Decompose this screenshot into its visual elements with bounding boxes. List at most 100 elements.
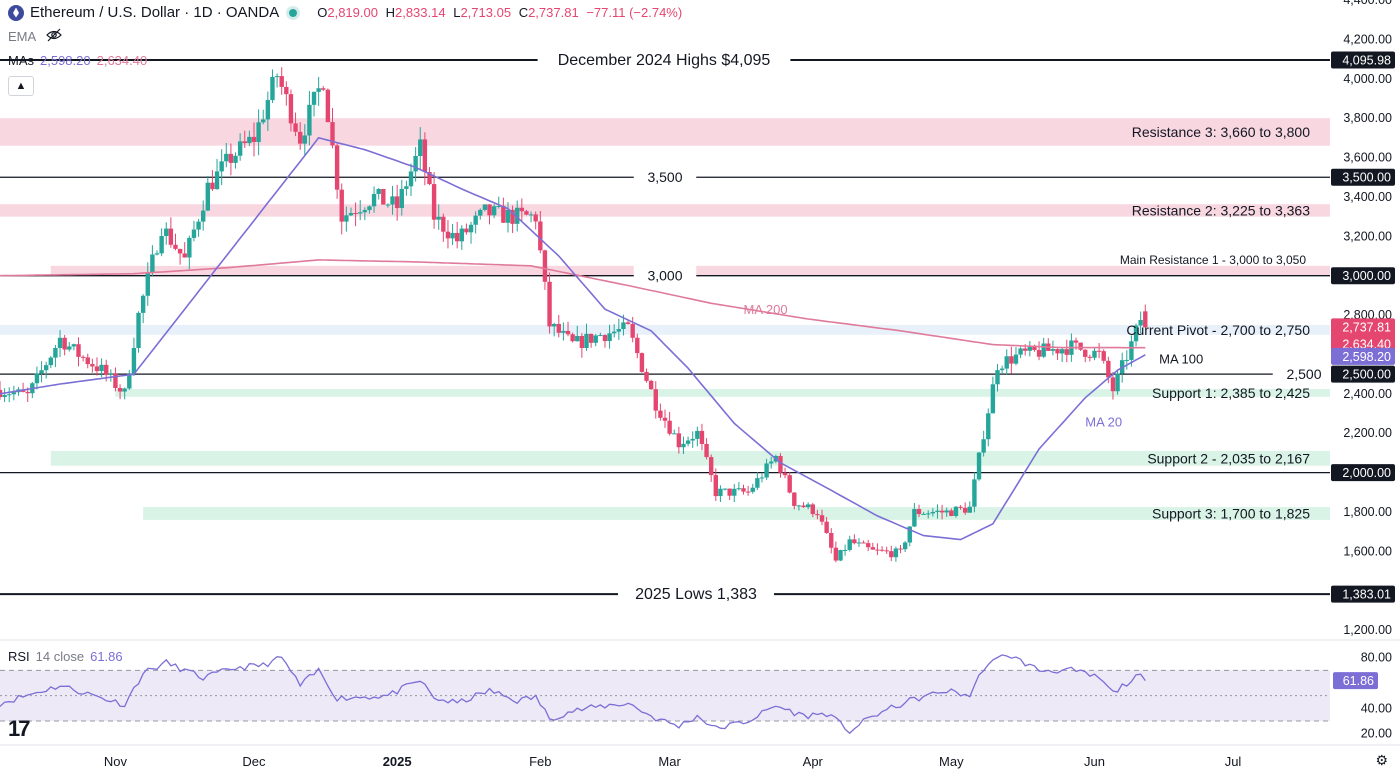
candle-body bbox=[505, 209, 511, 223]
candle-body bbox=[353, 213, 358, 215]
candle-body bbox=[1124, 359, 1130, 361]
y-tick-label: 3,600.00 bbox=[1343, 151, 1392, 165]
x-tick-label: Jun bbox=[1084, 754, 1105, 769]
candle-body bbox=[759, 477, 765, 479]
candle-body bbox=[418, 139, 423, 157]
settings-icon[interactable]: ⚙ bbox=[1375, 752, 1388, 768]
candle-body bbox=[551, 323, 557, 327]
candle-body bbox=[778, 455, 783, 473]
rsi-tick-label: 80.00 bbox=[1361, 651, 1392, 665]
zone-label: Resistance 2: 3,225 to 3,363 bbox=[1132, 202, 1310, 218]
x-tick-label: 2025 bbox=[383, 754, 412, 769]
rsi-line bbox=[0, 654, 1146, 735]
candle-body bbox=[990, 384, 996, 414]
candle-body bbox=[1110, 377, 1116, 392]
y-tick-label: 1,800.00 bbox=[1343, 505, 1392, 519]
candle-body bbox=[39, 370, 44, 374]
zone-pivot bbox=[0, 324, 1330, 335]
level-label-bg bbox=[633, 167, 697, 188]
ma200-value: 2,634.40 bbox=[96, 53, 148, 68]
candle-body bbox=[43, 365, 49, 371]
candle-body bbox=[177, 248, 183, 254]
candle-body bbox=[1143, 311, 1148, 328]
candle-body bbox=[616, 329, 622, 332]
candle-body bbox=[1115, 373, 1120, 392]
y-tick-label: 1,200.00 bbox=[1343, 623, 1392, 637]
candle-body bbox=[302, 135, 307, 144]
candle-body bbox=[667, 420, 672, 434]
candle-body bbox=[316, 88, 321, 92]
candle-body bbox=[556, 323, 561, 333]
mas-indicator-legend[interactable]: MAs 2,598.20 2,634.40 bbox=[8, 53, 147, 68]
level-label: 3,500 bbox=[647, 169, 682, 185]
y-tick-label: 3,200.00 bbox=[1343, 229, 1392, 243]
candle-body bbox=[478, 209, 483, 216]
candle-body bbox=[588, 333, 594, 343]
candle-body bbox=[265, 100, 271, 120]
candle-body bbox=[90, 364, 95, 367]
candle-body bbox=[256, 122, 261, 142]
candle-body bbox=[1138, 319, 1143, 326]
x-tick-label: Jul bbox=[1225, 754, 1242, 769]
candle-body bbox=[1055, 349, 1060, 354]
candle-body bbox=[787, 475, 792, 493]
eye-hidden-icon[interactable] bbox=[46, 28, 63, 45]
candle-body bbox=[935, 510, 940, 512]
candle-body bbox=[473, 215, 478, 225]
candle-body bbox=[270, 77, 275, 101]
candle-body bbox=[810, 504, 815, 515]
candle-body bbox=[930, 511, 936, 514]
candle-body bbox=[7, 394, 12, 396]
candle-body bbox=[902, 542, 908, 550]
candle-body bbox=[750, 487, 755, 492]
rsi-value-tag: 61.86 bbox=[1343, 674, 1374, 688]
tradingview-logo[interactable]: 17 bbox=[8, 716, 31, 741]
candle-body bbox=[1004, 356, 1009, 369]
candle-body bbox=[67, 346, 72, 350]
candle-body bbox=[856, 542, 862, 544]
candle-body bbox=[593, 335, 598, 343]
ema-indicator-legend[interactable]: EMA bbox=[8, 28, 63, 45]
candle-body bbox=[824, 521, 829, 533]
candle-body bbox=[819, 515, 825, 522]
ema-label: EMA bbox=[8, 29, 37, 44]
candle-body bbox=[898, 548, 903, 550]
collapse-legend-button[interactable]: ▲ bbox=[8, 76, 34, 96]
zone-resistance bbox=[0, 118, 1330, 146]
candle-body bbox=[339, 189, 344, 222]
axis-level-tag-bg bbox=[1331, 365, 1395, 383]
candle-body bbox=[916, 509, 922, 515]
zone-label: Main Resistance 1 - 3,000 to 3,050 bbox=[1120, 253, 1306, 267]
axis-level-tag: 1,383.01 bbox=[1342, 588, 1391, 602]
candle-body bbox=[847, 539, 852, 550]
x-tick-label: Apr bbox=[803, 754, 824, 769]
x-tick-label: May bbox=[939, 754, 964, 769]
candle-body bbox=[639, 353, 645, 372]
candle-body bbox=[436, 216, 441, 220]
zone-label: Support 2 - 2,035 to 2,167 bbox=[1147, 450, 1310, 466]
candle-body bbox=[399, 188, 404, 209]
candle-body bbox=[889, 551, 894, 558]
mas-label: MAs bbox=[8, 53, 34, 68]
candle-body bbox=[408, 171, 414, 187]
candle-body bbox=[953, 506, 959, 516]
candle-body bbox=[293, 123, 298, 132]
candle-body bbox=[838, 550, 843, 561]
candle-body bbox=[427, 171, 432, 185]
ma20-value: 2,598.20 bbox=[40, 53, 91, 68]
candle-body bbox=[792, 492, 797, 506]
rsi-legend[interactable]: RSI 14 close 61.86 bbox=[8, 649, 123, 664]
candle-body bbox=[704, 443, 709, 458]
ethereum-icon bbox=[8, 4, 24, 21]
ohlc-values: O2,819.00 H2,833.14 L2,713.05 C2,737.81 … bbox=[317, 5, 683, 20]
candle-body bbox=[875, 549, 880, 551]
candle-body bbox=[528, 214, 534, 216]
candle-body bbox=[496, 205, 501, 207]
candle-body bbox=[533, 214, 538, 222]
candle-body bbox=[1050, 349, 1056, 351]
y-tick-label: 2,400.00 bbox=[1343, 387, 1392, 401]
candle-body bbox=[196, 221, 201, 230]
candle-body bbox=[690, 438, 695, 441]
symbol-title[interactable]: Ethereum / U.S. Dollar · 1D · OANDA bbox=[30, 4, 280, 21]
